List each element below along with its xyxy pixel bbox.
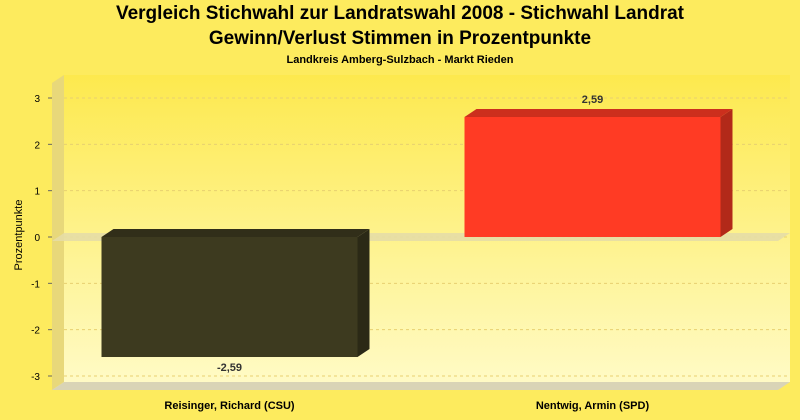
x-axis-categories: Reisinger, Richard (CSU) Nentwig, Armin (…: [164, 400, 649, 412]
y-tick-label: 2: [34, 140, 40, 151]
y-tick-label: -1: [31, 279, 40, 290]
plot-left-wall: [52, 75, 64, 390]
bar: -2,59: [101, 229, 370, 374]
y-tick-label: -2: [31, 326, 40, 337]
y-axis-ticks: -3 -2 -1 0 1 2 3: [31, 94, 52, 383]
y-tick-label: 0: [34, 233, 40, 244]
chart-title-line1: Vergleich Stichwahl zur Landratswahl 200…: [115, 3, 685, 24]
bar-top: [464, 108, 733, 117]
x-category-label: Nentwig, Armin (SPD): [536, 400, 650, 412]
bars-group: -2,59 2,59: [101, 94, 733, 374]
bar-side: [357, 229, 370, 358]
chart-subtitle: Landkreis Amberg-Sulzbach - Markt Rieden: [286, 54, 514, 66]
bar-front: [101, 237, 358, 358]
y-tick-label: 3: [34, 94, 40, 105]
bar-top: [101, 229, 370, 237]
chart-title-line2: Gewinn/Verlust Stimmen in Prozentpunkte: [208, 28, 592, 49]
bar-front: [464, 116, 721, 237]
y-tick-label: 1: [34, 187, 40, 198]
y-tick-label: -3: [31, 372, 40, 383]
bar-value-label: 2,59: [582, 94, 603, 106]
bar-value-label: -2,59: [217, 362, 242, 374]
plot-floor: [52, 382, 790, 390]
bar: 2,59: [464, 94, 733, 237]
x-category-label: Reisinger, Richard (CSU): [164, 400, 295, 412]
bar-side: [720, 108, 733, 237]
y-axis-label: Prozentpunkte: [13, 200, 25, 271]
